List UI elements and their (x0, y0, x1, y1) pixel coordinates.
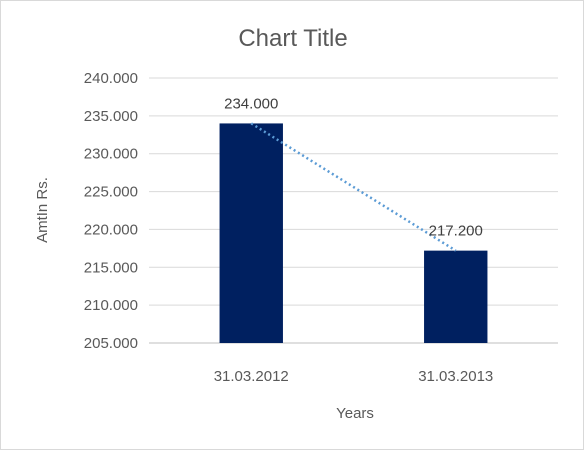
chart-title: Chart Title (238, 25, 347, 52)
y-tick-label: 230.000 (84, 146, 138, 163)
y-tick-label: 225.000 (84, 184, 138, 201)
x-tick-label: 31.03.2013 (418, 368, 493, 385)
y-tick-label: 235.000 (84, 108, 138, 125)
y-tick-label: 215.000 (84, 259, 138, 276)
y-tick-label: 220.000 (84, 221, 138, 238)
bars (219, 123, 488, 343)
y-axis-ticks: 205.000 210.000 215.000 220.000 225.000 230.0… (84, 70, 138, 352)
y-axis-label: AmtIn Rs. (34, 177, 51, 243)
gridlines (149, 77, 558, 344)
x-tick-label: 31.03.2012 (214, 368, 289, 385)
data-label: 217.200 (429, 223, 483, 240)
bar (424, 250, 488, 343)
x-axis-label: Years (336, 405, 374, 422)
y-tick-label: 240.000 (84, 70, 138, 87)
data-labels: 234.000 217.200 (224, 95, 483, 239)
y-tick-label: 205.000 (84, 335, 138, 352)
trendline (250, 122, 457, 252)
y-tick-label: 210.000 (84, 297, 138, 314)
x-axis-ticks: 31.03.2012 31.03.2013 (214, 368, 494, 385)
trendline-group (250, 122, 457, 252)
data-label: 234.000 (224, 95, 278, 112)
bar (219, 123, 283, 343)
